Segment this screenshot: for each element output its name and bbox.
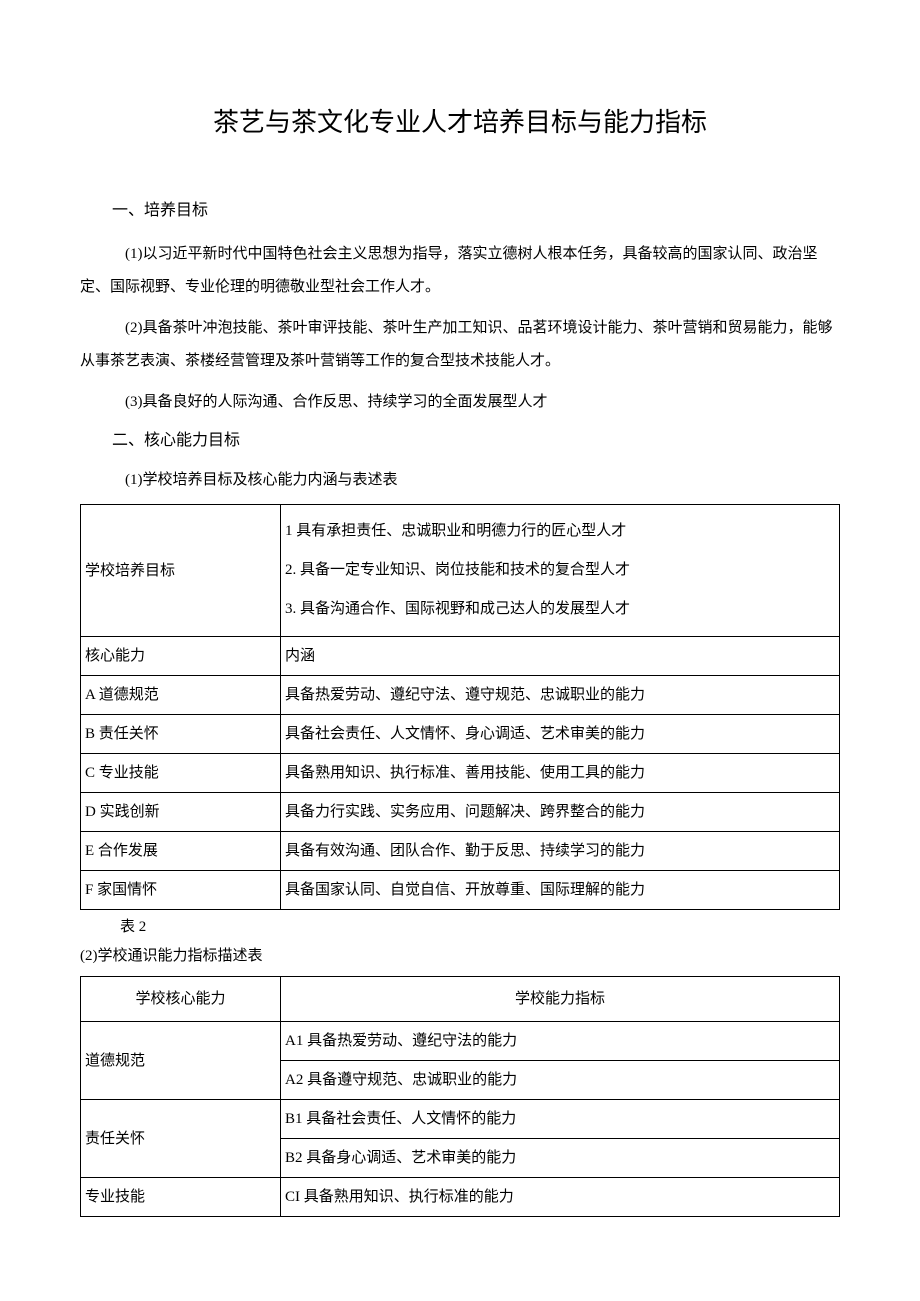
table1-header-left: 核心能力 bbox=[81, 637, 281, 676]
table-row: D 实践创新具备力行实践、实务应用、问题解决、跨界整合的能力 bbox=[81, 793, 840, 832]
table-row: 学校核心能力 学校能力指标 bbox=[81, 977, 840, 1022]
table2-group-name: 道德规范 bbox=[81, 1022, 281, 1100]
table2-indicator: B1 具备社会责任、人文情怀的能力 bbox=[281, 1100, 840, 1139]
table-row: C 专业技能具备熟用知识、执行标准、善用技能、使用工具的能力 bbox=[81, 754, 840, 793]
table2-indicator: A2 具备遵守规范、忠诚职业的能力 bbox=[281, 1061, 840, 1100]
section1-p2: (2)具备茶叶冲泡技能、茶叶审评技能、茶叶生产加工知识、品茗环境设计能力、茶叶营… bbox=[80, 312, 840, 378]
table1-ability-name: F 家国情怀 bbox=[81, 871, 281, 910]
table2: 学校核心能力 学校能力指标 道德规范A1 具备热爱劳动、遵纪守法的能力A2 具备… bbox=[80, 976, 840, 1217]
table2-group-name: 责任关怀 bbox=[81, 1100, 281, 1178]
table-row: 核心能力 内涵 bbox=[81, 637, 840, 676]
table-row: 道德规范A1 具备热爱劳动、遵纪守法的能力 bbox=[81, 1022, 840, 1061]
table-row: 责任关怀B1 具备社会责任、人文情怀的能力 bbox=[81, 1100, 840, 1139]
table2-indicator: B2 具备身心调适、艺术审美的能力 bbox=[281, 1139, 840, 1178]
table1-ability-desc: 具备熟用知识、执行标准、善用技能、使用工具的能力 bbox=[281, 754, 840, 793]
table1: 学校培养目标 1 具有承担责任、忠诚职业和明德力行的匠心型人才2. 具备一定专业… bbox=[80, 504, 840, 910]
table-row: 学校培养目标 1 具有承担责任、忠诚职业和明德力行的匠心型人才2. 具备一定专业… bbox=[81, 505, 840, 637]
table1-ability-name: E 合作发展 bbox=[81, 832, 281, 871]
table1-caption: 表 2 bbox=[120, 914, 840, 941]
table1-ability-name: D 实践创新 bbox=[81, 793, 281, 832]
table1-ability-name: B 责任关怀 bbox=[81, 715, 281, 754]
table1-ability-desc: 具备国家认同、自觉自信、开放尊重、国际理解的能力 bbox=[281, 871, 840, 910]
table-row: B 责任关怀具备社会责任、人文情怀、身心调适、艺术审美的能力 bbox=[81, 715, 840, 754]
section2-sub2: (2)学校通识能力指标描述表 bbox=[80, 943, 840, 970]
section2-heading: 二、核心能力目标 bbox=[80, 427, 840, 456]
table1-header-right: 内涵 bbox=[281, 637, 840, 676]
table2-group-name: 专业技能 bbox=[81, 1178, 281, 1217]
section1-p1: (1)以习近平新时代中国特色社会主义思想为指导，落实立德树人根本任务，具备较高的… bbox=[80, 238, 840, 304]
section1-p3: (3)具备良好的人际沟通、合作反思、持续学习的全面发展型人才 bbox=[80, 386, 840, 419]
table2-header-left: 学校核心能力 bbox=[81, 977, 281, 1022]
table1-ability-desc: 具备有效沟通、团队合作、勤于反思、持续学习的能力 bbox=[281, 832, 840, 871]
table-row: A 道德规范具备热爱劳动、遵纪守法、遵守规范、忠诚职业的能力 bbox=[81, 676, 840, 715]
section2-sub1: (1)学校培养目标及核心能力内涵与表述表 bbox=[80, 467, 840, 494]
table1-ability-desc: 具备热爱劳动、遵纪守法、遵守规范、忠诚职业的能力 bbox=[281, 676, 840, 715]
table2-indicator: A1 具备热爱劳动、遵纪守法的能力 bbox=[281, 1022, 840, 1061]
table-row: E 合作发展具备有效沟通、团队合作、勤于反思、持续学习的能力 bbox=[81, 832, 840, 871]
table1-ability-name: C 专业技能 bbox=[81, 754, 281, 793]
table2-header-right: 学校能力指标 bbox=[281, 977, 840, 1022]
table1-goal-content: 1 具有承担责任、忠诚职业和明德力行的匠心型人才2. 具备一定专业知识、岗位技能… bbox=[281, 505, 840, 637]
table-row: 专业技能CI 具备熟用知识、执行标准的能力 bbox=[81, 1178, 840, 1217]
document-title: 茶艺与茶文化专业人才培养目标与能力指标 bbox=[80, 100, 840, 147]
table2-indicator: CI 具备熟用知识、执行标准的能力 bbox=[281, 1178, 840, 1217]
table1-ability-desc: 具备力行实践、实务应用、问题解决、跨界整合的能力 bbox=[281, 793, 840, 832]
table1-goal-label: 学校培养目标 bbox=[81, 505, 281, 637]
table1-ability-name: A 道德规范 bbox=[81, 676, 281, 715]
table1-ability-desc: 具备社会责任、人文情怀、身心调适、艺术审美的能力 bbox=[281, 715, 840, 754]
section1-heading: 一、培养目标 bbox=[80, 197, 840, 226]
table-row: F 家国情怀具备国家认同、自觉自信、开放尊重、国际理解的能力 bbox=[81, 871, 840, 910]
